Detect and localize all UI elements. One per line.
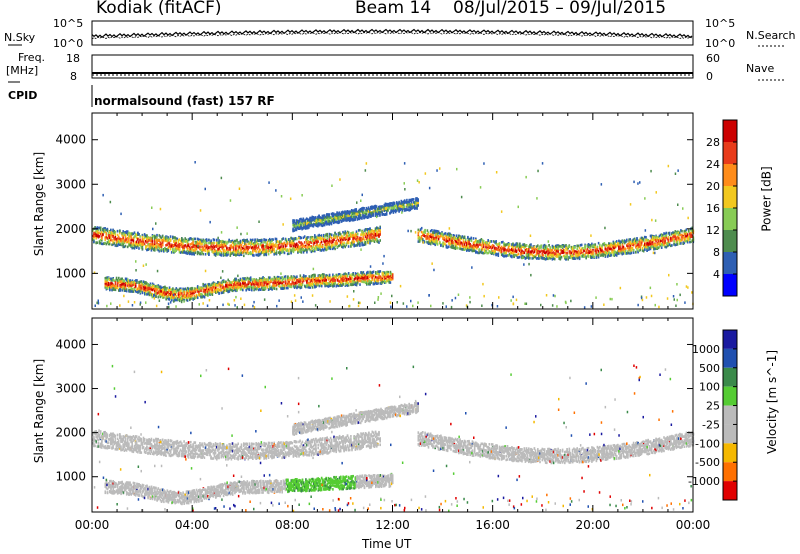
power-colorbar-bin	[723, 186, 737, 208]
velocity-colorbar-label: 100	[699, 381, 720, 394]
nsky-panel-frame	[91, 20, 694, 46]
beam-title: Beam 14	[355, 0, 432, 18]
velocity-ytick-label: 3000	[55, 382, 86, 396]
freq-tick-low: 8	[70, 70, 77, 83]
velocity-colorbar-bin	[723, 443, 737, 463]
power-colorbar-label: 4	[713, 268, 720, 281]
velocity-colorbar-bin	[723, 424, 737, 444]
velocity-colorbar-bin	[723, 462, 737, 482]
power-ytick-label: 2000	[55, 222, 86, 236]
power-ytick-label: 4000	[55, 133, 86, 147]
xtick-label: 16:00	[475, 518, 510, 532]
nave-tick-high: 60	[706, 52, 720, 65]
velocity-colorbar-bin	[723, 405, 737, 425]
nsky-tick-low: 10^0	[53, 37, 84, 50]
nsky-trace	[91, 28, 693, 39]
xtick-label: 12:00	[375, 518, 410, 532]
velocity-colorbar-bin	[723, 386, 737, 406]
power-colorbar-bin	[723, 274, 737, 296]
freq-tick-high: 18	[66, 52, 80, 65]
nsearch-trace	[91, 31, 693, 40]
velocity-colorbar-label: 25	[706, 400, 720, 413]
station-title: Kodiak (fitACF)	[96, 0, 222, 18]
power-colorbar-label: 16	[706, 202, 720, 215]
power-colorbar-bin	[723, 142, 737, 164]
power-colorbar-bin	[723, 252, 737, 274]
velocity-heatmap-cells	[92, 364, 695, 513]
power-colorbar-label: 12	[706, 224, 720, 237]
velocity-colorbar-label: -100	[695, 437, 720, 450]
freq-panel-frame	[91, 54, 694, 79]
cpid-label: CPID	[8, 89, 38, 102]
velocity-colorbar-label: -1000	[688, 475, 720, 488]
velocity-colorbar-label: -25	[702, 418, 720, 431]
power-colorbar-label: 8	[713, 246, 720, 259]
nave-label: Nave	[746, 62, 775, 75]
velocity-colorbar-bin	[723, 481, 737, 500]
power-heatmap-cells	[92, 161, 695, 309]
velocity-ytick-label: 1000	[55, 470, 86, 484]
velocity-ytick-label: 4000	[55, 337, 86, 351]
power-colorbar-label: 28	[706, 136, 720, 149]
nsearch-label: N.Search	[746, 29, 796, 42]
nsearch-tick-low: 10^0	[705, 37, 736, 50]
velocity-ytick-label: 2000	[55, 426, 86, 440]
power-colorbar-label: 20	[706, 180, 720, 193]
date-range-title: 08/Jul/2015 – 09/Jul/2015	[453, 0, 667, 18]
xtick-label: 04:00	[175, 518, 210, 532]
nsearch-tick-high: 10^5	[705, 17, 736, 30]
nsky-label: N.Sky	[4, 31, 36, 44]
power-ytick-label: 1000	[55, 266, 86, 280]
power-colorbar-bin	[723, 230, 737, 252]
x-axis-label: Time UT	[362, 537, 412, 551]
power-colorbar-bin	[723, 164, 737, 186]
velocity-colorbar-frame	[722, 329, 738, 501]
nsky-tick-high: 10^5	[53, 17, 84, 30]
velocity-colorbar-label: -500	[695, 456, 720, 469]
power-colorbar-bin	[723, 208, 737, 230]
xtick-label: 00:00	[676, 518, 711, 532]
velocity-colorbar-label: 500	[699, 362, 720, 375]
power-colorbar-label: 24	[706, 158, 720, 171]
xtick-label: 08:00	[275, 518, 310, 532]
velocity-colorbar-label: 1000	[692, 343, 720, 356]
cpid-text: normalsound (fast) 157 RF	[94, 94, 275, 108]
velocity-colorbar-bin	[723, 367, 737, 387]
xtick-label: 20:00	[576, 518, 611, 532]
power-colorbar-bin	[723, 120, 737, 142]
nave-tick-low: 0	[706, 70, 713, 83]
freq-label: Freq.	[18, 51, 46, 64]
freq-unit-label: [MHz]	[6, 64, 39, 77]
velocity-colorbar-bin	[723, 330, 737, 349]
power-ytick-label: 3000	[55, 177, 86, 191]
xtick-label: 00:00	[75, 518, 110, 532]
velocity-colorbar-bin	[723, 348, 737, 368]
